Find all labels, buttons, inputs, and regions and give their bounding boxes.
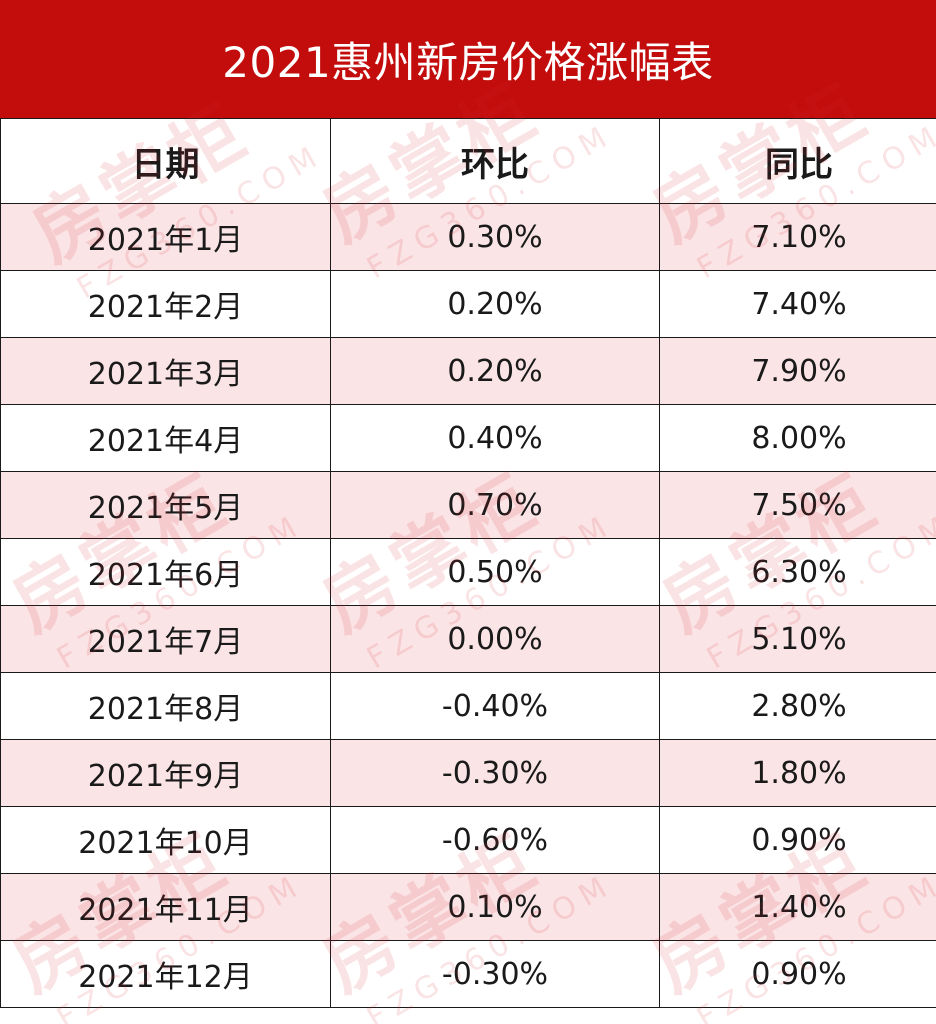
price-table: 日期 环比 同比 2021年1月 0.30% 7.10% 2021年2月 0.2… [0, 118, 936, 1008]
yoy-cell: 0.90% [659, 806, 936, 874]
date-cell: 2021年10月 [0, 806, 331, 874]
mom-cell: 0.70% [330, 471, 660, 539]
mom-cell: -0.30% [330, 739, 660, 807]
date-cell: 2021年4月 [0, 404, 331, 472]
yoy-cell: 5.10% [659, 605, 936, 673]
mom-cell: 0.20% [330, 270, 660, 338]
date-cell: 2021年7月 [0, 605, 331, 673]
column-header-yoy: 同比 [659, 118, 936, 204]
date-cell: 2021年8月 [0, 672, 331, 740]
mom-cell: -0.60% [330, 806, 660, 874]
mom-cell: 0.40% [330, 404, 660, 472]
date-cell: 2021年2月 [0, 270, 331, 338]
date-cell: 2021年12月 [0, 940, 331, 1008]
table-row: 2021年7月 0.00% 5.10% [0, 605, 936, 673]
table-row: 2021年10月 -0.60% 0.90% [0, 806, 936, 874]
column-header-date: 日期 [0, 118, 331, 204]
yoy-cell: 6.30% [659, 538, 936, 606]
yoy-cell: 7.40% [659, 270, 936, 338]
table-row: 2021年9月 -0.30% 1.80% [0, 739, 936, 807]
yoy-cell: 8.00% [659, 404, 936, 472]
table-row: 2021年12月 -0.30% 0.90% [0, 940, 936, 1008]
mom-cell: 0.30% [330, 203, 660, 271]
table-row: 2021年4月 0.40% 8.00% [0, 404, 936, 472]
table-row: 2021年1月 0.30% 7.10% [0, 203, 936, 271]
table-row: 2021年8月 -0.40% 2.80% [0, 672, 936, 740]
date-cell: 2021年11月 [0, 873, 331, 941]
table-row: 2021年2月 0.20% 7.40% [0, 270, 936, 338]
mom-cell: -0.30% [330, 940, 660, 1008]
page-title: 2021惠州新房价格涨幅表 [222, 37, 714, 87]
date-cell: 2021年3月 [0, 337, 331, 405]
yoy-cell: 7.10% [659, 203, 936, 271]
yoy-cell: 7.90% [659, 337, 936, 405]
table-row: 2021年6月 0.50% 6.30% [0, 538, 936, 606]
table-header-row: 日期 环比 同比 [0, 118, 936, 204]
title-bar: 2021惠州新房价格涨幅表 [0, 0, 936, 118]
mom-cell: 0.20% [330, 337, 660, 405]
mom-cell: 0.00% [330, 605, 660, 673]
table-row: 2021年11月 0.10% 1.40% [0, 873, 936, 941]
yoy-cell: 2.80% [659, 672, 936, 740]
yoy-cell: 7.50% [659, 471, 936, 539]
yoy-cell: 0.90% [659, 940, 936, 1008]
yoy-cell: 1.40% [659, 873, 936, 941]
table-row: 2021年3月 0.20% 7.90% [0, 337, 936, 405]
mom-cell: 0.50% [330, 538, 660, 606]
yoy-cell: 1.80% [659, 739, 936, 807]
table-row: 2021年5月 0.70% 7.50% [0, 471, 936, 539]
date-cell: 2021年5月 [0, 471, 331, 539]
date-cell: 2021年6月 [0, 538, 331, 606]
date-cell: 2021年9月 [0, 739, 331, 807]
column-header-mom: 环比 [330, 118, 660, 204]
mom-cell: 0.10% [330, 873, 660, 941]
mom-cell: -0.40% [330, 672, 660, 740]
date-cell: 2021年1月 [0, 203, 331, 271]
